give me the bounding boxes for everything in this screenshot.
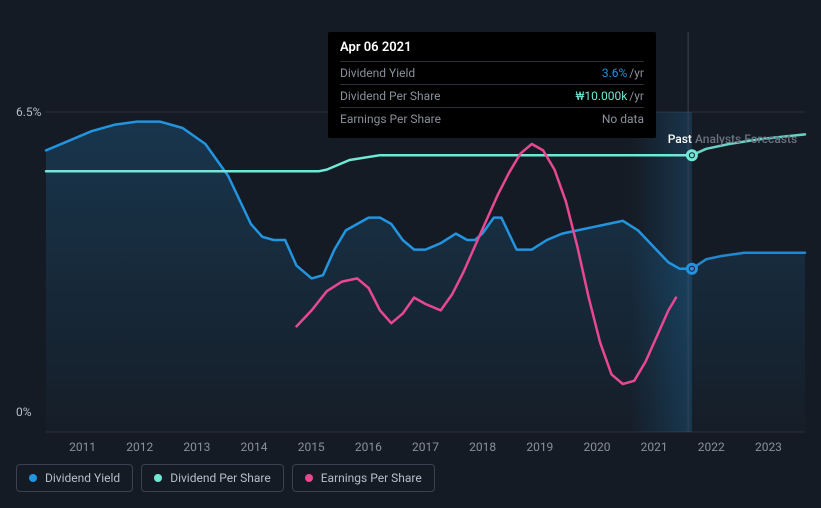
legend-item[interactable]: Dividend Per Share: [141, 464, 284, 492]
x-tick-label: 2019: [511, 440, 568, 454]
x-axis: 2011201220132014201520162017201820192020…: [46, 440, 805, 454]
legend-dot-icon: [305, 474, 313, 482]
x-tick-label: 2018: [454, 440, 511, 454]
tooltip-row-label: Dividend Per Share: [340, 89, 441, 103]
tooltip-date: Apr 06 2021: [340, 40, 644, 61]
x-tick-label: 2020: [568, 440, 625, 454]
tooltip-row-label: Earnings Per Share: [340, 112, 441, 126]
legend-item[interactable]: Dividend Yield: [16, 464, 133, 492]
x-tick-label: 2021: [626, 440, 683, 454]
legend-dot-icon: [154, 474, 162, 482]
tooltip-row: Earnings Per Share No data: [340, 107, 644, 130]
legend-item[interactable]: Earnings Per Share: [292, 464, 435, 492]
period-label: Analysts Forecasts: [695, 132, 797, 152]
x-tick-label: 2022: [683, 440, 740, 454]
hover-tooltip: Apr 06 2021 Dividend Yield3.6%/yrDividen…: [328, 32, 656, 138]
x-tick-label: 2023: [740, 440, 797, 454]
tooltip-row-value: No data: [602, 112, 644, 126]
tooltip-row-value: 3.6%/yr: [602, 66, 644, 80]
legend: Dividend Yield Dividend Per Share Earnings…: [16, 464, 435, 492]
chart-container: Apr 06 2021 Dividend Yield3.6%/yrDividen…: [16, 16, 805, 492]
plot-area[interactable]: PastAnalysts Forecasts: [46, 112, 805, 432]
period-label: Past: [668, 132, 692, 152]
tooltip-row-label: Dividend Yield: [340, 66, 415, 80]
tooltip-row-value: ₩10.000k/yr: [575, 89, 644, 103]
x-tick-label: 2012: [111, 440, 168, 454]
y-tick-label: 0%: [16, 405, 32, 419]
x-tick-label: 2016: [340, 440, 397, 454]
legend-label: Dividend Per Share: [170, 471, 271, 485]
x-tick-label: 2015: [283, 440, 340, 454]
legend-dot-icon: [29, 474, 37, 482]
x-tick-label: 2011: [54, 440, 111, 454]
tooltip-row: Dividend Yield 3.6%/yr: [340, 61, 644, 84]
y-tick-label: 6.5%: [16, 105, 41, 119]
legend-label: Earnings Per Share: [321, 471, 422, 485]
x-tick-label: 2017: [397, 440, 454, 454]
x-tick-label: 2013: [168, 440, 225, 454]
x-tick-label: 2014: [225, 440, 282, 454]
legend-label: Dividend Yield: [45, 471, 120, 485]
tooltip-row: Dividend Per Share ₩10.000k/yr: [340, 84, 644, 107]
